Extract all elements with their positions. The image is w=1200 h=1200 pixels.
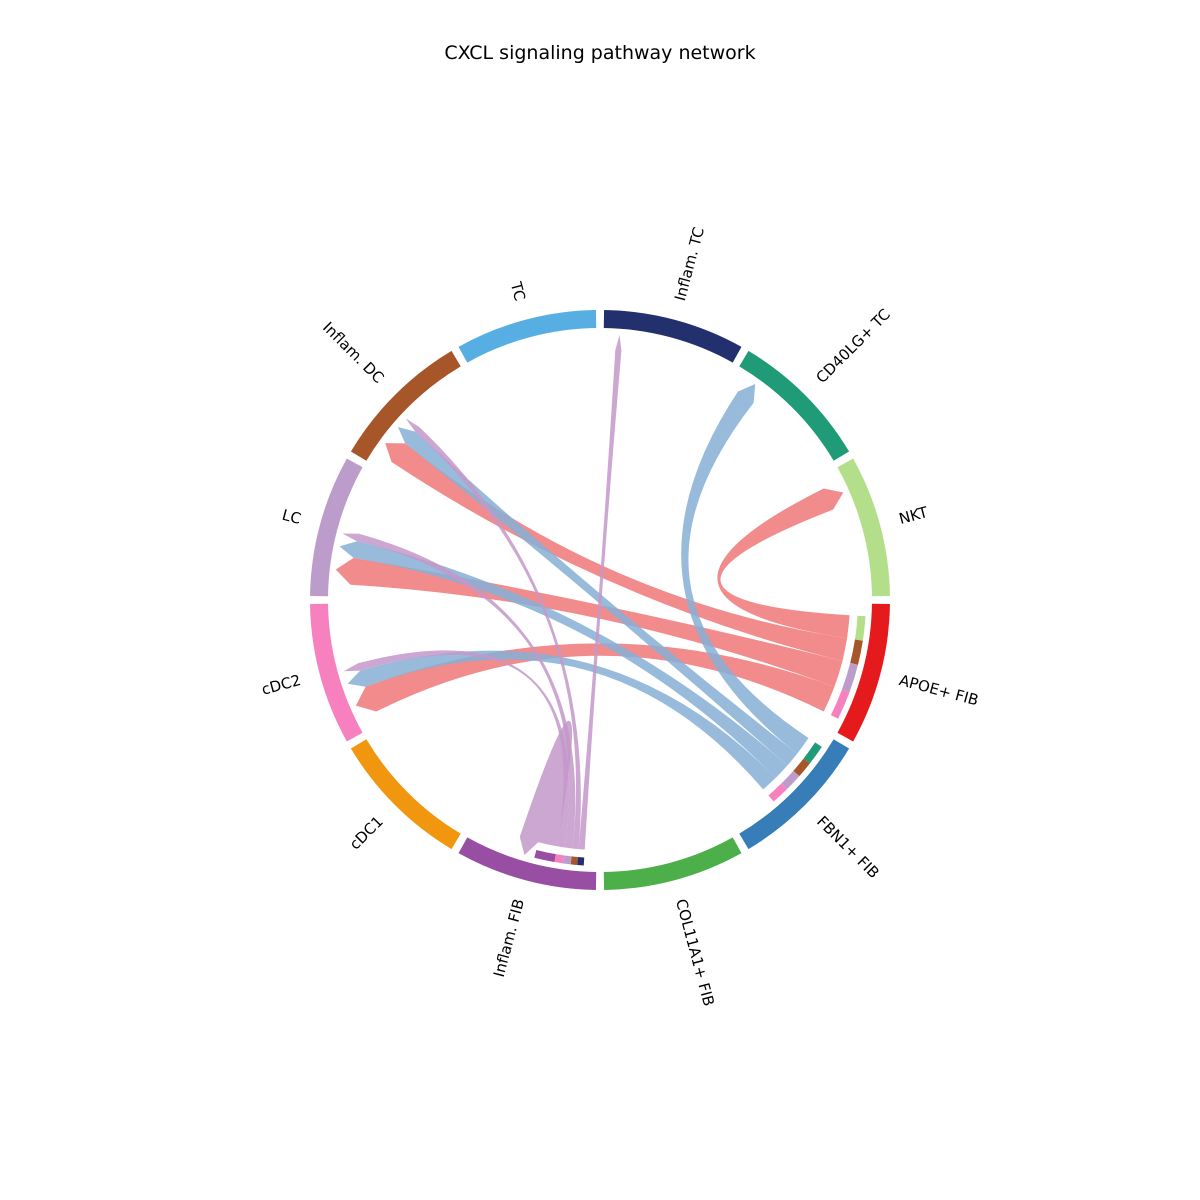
segment-arc-cdc2: [310, 603, 363, 742]
segment-label-cdc1: cDC1: [346, 812, 387, 853]
flow-stub-fbn1-fib-to-lc: [781, 770, 800, 790]
flow-stub-inflam-fib-to-inflam-dc: [570, 856, 578, 866]
flow-ribbon-inflam-fib-to-inflam-fib: [519, 720, 573, 856]
segment-label-nkt: NKT: [897, 503, 931, 528]
segment-label-inflam-tc: Inflam. TC: [671, 225, 708, 303]
segment-label-fbn1-fib: FBN1+ FIB: [813, 812, 883, 882]
segment-arc-nkt: [837, 458, 890, 597]
flow-stub-inflam-fib-to-inflam-tc: [577, 857, 585, 866]
segment-label-cdc2: cDC2: [260, 671, 303, 699]
ribbons-layer: [335, 334, 850, 856]
sender-stubs-layer: [534, 615, 866, 866]
flow-ribbon-fbn1-fib-to-inflam-dc: [397, 426, 798, 766]
flow-ribbon-apoe-fib-to-lc: [335, 557, 843, 687]
segment-arc-col11a1-fib: [603, 837, 742, 890]
flow-ribbon-fbn1-fib-to-cd40lg-tc: [681, 384, 809, 754]
flow-stub-inflam-fib-to-inflam-fib: [534, 850, 556, 863]
flow-ribbon-inflam-fib-to-inflam-tc: [578, 334, 622, 850]
segment-arc-cd40lg-tc: [739, 350, 850, 461]
flow-stub-inflam-fib-to-cdc2: [554, 854, 564, 864]
segment-arc-inflam-dc: [350, 350, 461, 461]
segment-label-cd40lg-tc: CD40LG+ TC: [812, 305, 893, 386]
segment-arc-lc: [310, 458, 363, 597]
segment-label-inflam-fib: Inflam. FIB: [490, 897, 528, 979]
flow-stub-fbn1-fib-to-cdc2: [768, 783, 787, 802]
flow-ribbon-apoe-fib-to-nkt: [717, 488, 850, 639]
segment-arc-tc: [458, 310, 597, 363]
segment-label-col11a1-fib: COL11A1+ FIB: [672, 897, 718, 1008]
segment-arc-inflam-tc: [603, 310, 742, 363]
segment-arc-cdc1: [350, 739, 461, 850]
segment-label-lc: LC: [280, 506, 303, 528]
segment-label-inflam-dc: Inflam. DC: [319, 318, 387, 386]
segment-arc-apoe-fib: [837, 603, 890, 742]
flow-stub-fbn1-fib-to-inflam-dc: [793, 758, 810, 777]
chart-title: CXCL signaling pathway network: [444, 42, 756, 64]
flow-stub-apoe-fib-to-nkt: [854, 615, 866, 641]
flow-stub-apoe-fib-to-inflam-dc: [850, 639, 863, 665]
flow-ribbon-fbn1-fib-to-cdc2: [347, 650, 776, 790]
segment-arc-inflam-fib: [458, 837, 597, 890]
segment-label-tc: TC: [506, 279, 529, 303]
flow-stub-inflam-fib-to-lc: [562, 855, 572, 865]
flow-ribbon-apoe-fib-to-inflam-dc: [385, 443, 848, 661]
segment-arcs-layer: [310, 310, 890, 890]
flow-stub-fbn1-fib-to-cd40lg-tc: [803, 742, 822, 764]
flow-stub-apoe-fib-to-cdc2: [830, 689, 850, 719]
segment-label-apoe-fib: APOE+ FIB: [897, 671, 980, 709]
flow-stub-apoe-fib-to-lc: [841, 662, 858, 693]
segment-arc-fbn1-fib: [739, 739, 850, 850]
